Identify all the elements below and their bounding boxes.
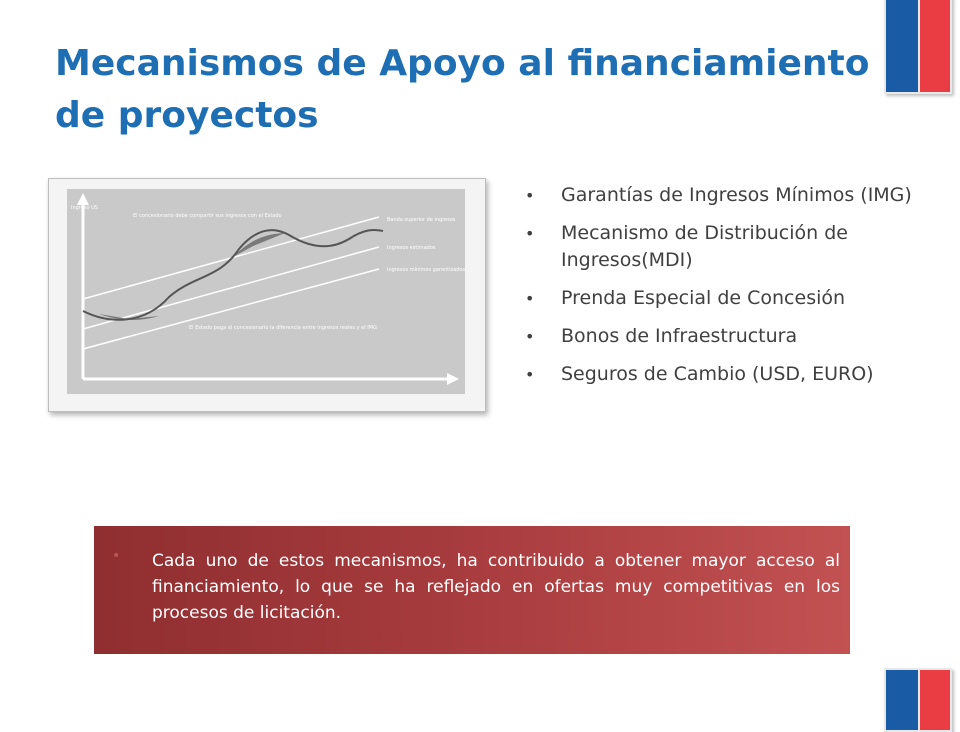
- y-axis-arrow: [77, 193, 89, 205]
- real-income-curve: [82, 229, 384, 321]
- label-upper-band: Banda superior de ingresos: [387, 217, 456, 223]
- list-item-text: Mecanismo de Distribución de Ingresos(MD…: [561, 222, 848, 271]
- slide-title: Mecanismos de Apoyo al financiamiento de…: [55, 43, 870, 136]
- list-item: • Seguros de Cambio (USD, EURO): [525, 361, 925, 388]
- list-item-text: Bonos de Infraestructura: [561, 325, 798, 347]
- bullet-icon: •: [525, 289, 535, 308]
- list-item-text: Seguros de Cambio (USD, EURO): [561, 363, 874, 385]
- guarantee-payment-area: [99, 314, 159, 320]
- bullet-icon: •: [525, 327, 535, 346]
- annotation-top: El concesionario debe compartir sus ingr…: [133, 213, 282, 219]
- minimum-guarantee-line: [82, 268, 380, 350]
- mechanisms-list: • Garantías de Ingresos Mínimos (IMG) • Me…: [525, 182, 925, 399]
- diagram-svg: Ingreso US El concesionario debe compart…: [67, 189, 465, 394]
- chile-flag-logo-top: [884, 0, 952, 94]
- estimated-income-line: [82, 246, 380, 330]
- list-item: • Prenda Especial de Concesión: [525, 285, 925, 312]
- bullet-icon: •: [525, 365, 535, 384]
- x-axis-arrow: [447, 373, 459, 385]
- annotation-bottom: El Estado paga al concesionario la difer…: [189, 325, 377, 331]
- list-item: • Bonos de Infraestructura: [525, 323, 925, 350]
- bullet-icon: •: [525, 186, 535, 205]
- summary-text: Cada uno de estos mecanismos, ha contrib…: [152, 551, 840, 623]
- label-estimated: Ingresos estimados: [387, 245, 436, 251]
- y-axis-label: Ingreso US: [71, 205, 98, 211]
- summary-callout-box: • Cada uno de estos mecanismos, ha contr…: [94, 526, 850, 654]
- revenue-guarantee-diagram: Ingreso US El concesionario debe compart…: [48, 178, 486, 412]
- bullet-icon: •: [525, 224, 535, 243]
- bullet-icon: •: [112, 548, 121, 564]
- plot-background: [67, 189, 465, 394]
- chile-flag-logo-bottom: [884, 668, 952, 732]
- label-minimum: Ingresos mínimos garantizados: [387, 266, 465, 273]
- list-item: • Garantías de Ingresos Mínimos (IMG): [525, 182, 925, 209]
- list-item-text: Garantías de Ingresos Mínimos (IMG): [561, 184, 912, 206]
- list-item-text: Prenda Especial de Concesión: [561, 287, 846, 309]
- list-item: • Mecanismo de Distribución de Ingresos(M…: [525, 220, 925, 274]
